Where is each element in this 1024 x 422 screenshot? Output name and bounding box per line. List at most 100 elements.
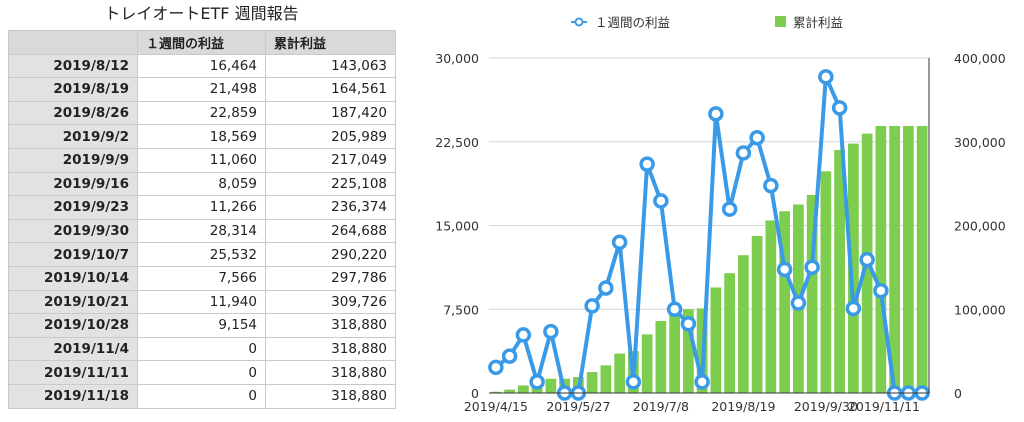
- bar-cumulative-profit: [490, 391, 502, 393]
- left-axis-tick-label: 15,000: [435, 219, 479, 234]
- bar-cumulative-profit: [875, 125, 887, 394]
- right-axis-tick-label: 100,000: [954, 302, 1006, 317]
- bar-cumulative-profit: [738, 255, 749, 393]
- bar-cumulative-profit: [889, 125, 900, 394]
- weekly-profit-point: [763, 177, 779, 194]
- bar-cumulative-profit: [518, 385, 529, 393]
- weekly-profit-point: [529, 374, 545, 390]
- bar-cumulative-profit: [806, 195, 818, 393]
- weekly-profit-point: [666, 301, 683, 317]
- row-date: 2019/9/2: [8, 124, 138, 149]
- table-row: 2019/11/11 0 318,880: [8, 360, 396, 385]
- bar-cumulative-profit: [724, 273, 735, 393]
- row-cumulative-profit: 318,880: [265, 313, 396, 338]
- x-axis-tick-label: 2019/9/30: [794, 399, 858, 414]
- row-date: 2019/11/18: [8, 383, 138, 409]
- row-weekly-profit: 21,498: [137, 77, 266, 102]
- weekly-profit-point: [543, 323, 559, 340]
- row-weekly-profit: 28,314: [137, 218, 266, 244]
- row-date: 2019/8/12: [8, 53, 138, 79]
- table-row: 2019/8/12 16,464 143,063: [8, 53, 396, 79]
- row-weekly-profit: 16,464: [137, 53, 266, 79]
- weekly-profit-point: [625, 374, 642, 390]
- weekly-profit-point: [653, 193, 669, 209]
- table-row: 2019/9/30 28,314 264,688: [8, 218, 396, 244]
- weekly-profit-point: [804, 259, 820, 275]
- bar-cumulative-profit: [710, 287, 722, 393]
- right-axis-tick-label: 300,000: [954, 135, 1006, 150]
- row-cumulative-profit: 236,374: [265, 195, 396, 220]
- bar-cumulative-profit: [586, 372, 598, 393]
- header-date: [8, 30, 138, 55]
- weekly-profit-point: [639, 156, 655, 172]
- row-weekly-profit: 7,566: [137, 265, 266, 291]
- row-weekly-profit: 11,266: [137, 195, 266, 220]
- legend-bar-swatch: [775, 16, 786, 27]
- row-cumulative-profit: 217,049: [265, 147, 396, 173]
- row-weekly-profit: 9,154: [137, 313, 266, 338]
- row-weekly-profit: 22,859: [137, 100, 266, 126]
- row-weekly-profit: 0: [137, 383, 266, 409]
- table-title: トレイオートETF 週間報告: [104, 4, 299, 23]
- row-weekly-profit: 11,060: [137, 147, 266, 173]
- bar-cumulative-profit: [545, 378, 557, 393]
- weekly-report-table: １週間の利益 累計利益 2019/8/12 16,464 143,063 2019/8…: [8, 30, 396, 409]
- axes: 30,000 22,500 15,000 7,500 0 400,000 300,000 20…: [435, 51, 1005, 414]
- weekly-profit-point: [873, 283, 889, 299]
- legend-weekly-profit: １週間の利益: [595, 15, 670, 30]
- weekly-profit-point: [694, 374, 710, 390]
- row-date: 2019/10/14: [8, 265, 138, 291]
- x-axis-tick-label: 2019/11/11: [848, 399, 920, 414]
- weekly-profit-point: [488, 359, 504, 376]
- row-weekly-profit: 11,940: [137, 289, 266, 315]
- bar-cumulative-profit: [820, 171, 832, 393]
- row-cumulative-profit: 164,561: [265, 77, 396, 102]
- table-row: 2019/8/26 22,859 187,420: [8, 100, 396, 126]
- table-body: 2019/8/12 16,464 143,063 2019/8/19 21,498 164…: [8, 53, 396, 409]
- weekly-profit-point: [584, 298, 600, 314]
- weekly-profit-point: [776, 261, 793, 278]
- row-cumulative-profit: 318,880: [265, 336, 396, 362]
- table-row: 2019/10/21 11,940 309,726: [8, 289, 396, 315]
- legend-cumulative-profit: 累計利益: [793, 15, 843, 30]
- row-date: 2019/10/28: [8, 313, 138, 338]
- table-row: 2019/11/4 0 318,880: [8, 336, 396, 362]
- row-cumulative-profit: 187,420: [265, 100, 396, 126]
- table-header-row: １週間の利益 累計利益: [8, 30, 396, 55]
- profit-chart: １週間の利益 累計利益 30,000 22,500 15,000 7,500 0 400,…: [435, 15, 1005, 414]
- left-axis-tick-label: 7,500: [443, 302, 479, 317]
- weekly-profit-point: [831, 100, 848, 116]
- weekly-profit-point: [515, 327, 532, 343]
- left-axis-tick-label: 22,500: [435, 135, 479, 150]
- weekly-profit-point: [735, 145, 752, 161]
- right-axis-tick-label: 0: [954, 386, 962, 401]
- bar-cumulative-profit: [779, 211, 790, 393]
- weekly-profit-point: [501, 348, 518, 364]
- x-axis-tick-label: 2019/5/27: [546, 399, 610, 414]
- table-row: 2019/9/9 11,060 217,049: [8, 147, 396, 173]
- table-row: 2019/8/19 21,498 164,561: [8, 77, 396, 102]
- weekly-profit-point: [611, 234, 628, 250]
- table-row: 2019/9/2 18,569 205,989: [8, 124, 396, 149]
- row-weekly-profit: 0: [137, 360, 266, 385]
- row-weekly-profit: 0: [137, 336, 266, 362]
- header-weekly-profit: １週間の利益: [137, 30, 266, 55]
- table-row: 2019/9/23 11,266 236,374: [8, 195, 396, 220]
- weekly-profit-point: [598, 280, 614, 296]
- right-axis-tick-label: 200,000: [954, 219, 1006, 234]
- weekly-profit-point: [859, 251, 875, 268]
- header-cumulative-profit: 累計利益: [265, 30, 396, 55]
- bar-cumulative-profit: [834, 149, 845, 393]
- right-axis-tick-label: 400,000: [954, 51, 1006, 66]
- row-cumulative-profit: 264,688: [265, 218, 396, 244]
- left-axis-tick-label: 0: [471, 386, 479, 401]
- chart-legend: １週間の利益 累計利益: [571, 15, 843, 30]
- bar-cumulative-profit: [600, 365, 612, 393]
- weekly-profit-point: [818, 69, 834, 85]
- bar-cumulative-profit: [848, 143, 859, 393]
- row-weekly-profit: 18,569: [137, 124, 266, 149]
- weekly-profit-point: [708, 106, 724, 122]
- row-cumulative-profit: 318,880: [265, 383, 396, 409]
- row-cumulative-profit: 290,220: [265, 242, 396, 267]
- row-cumulative-profit: 143,063: [265, 53, 396, 79]
